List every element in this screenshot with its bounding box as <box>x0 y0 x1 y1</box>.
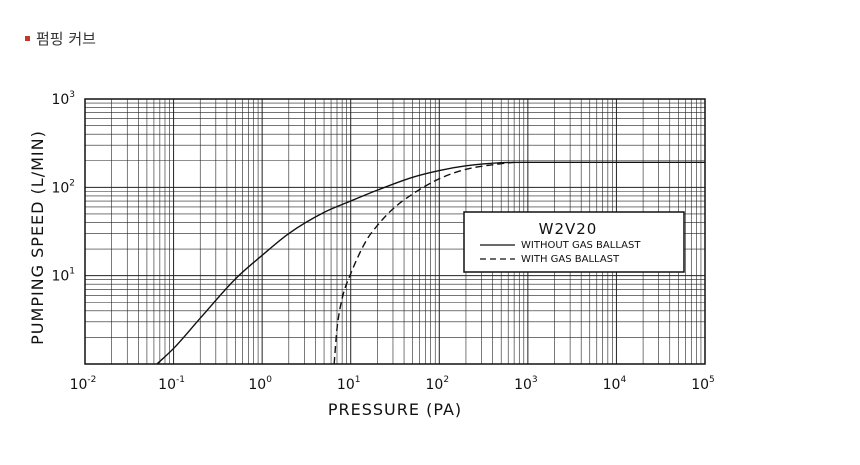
y-axis-title: PUMPING SPEED (L/MIN) <box>28 130 47 345</box>
section-heading: 펌핑 커브 <box>25 28 96 49</box>
heading-bullet <box>25 36 30 41</box>
x-tick-label: 101 <box>337 375 361 393</box>
legend-box <box>463 211 685 273</box>
x-tick-label: 104 <box>603 375 627 393</box>
x-tick-label: 102 <box>426 375 450 393</box>
heading-text: 펌핑 커브 <box>36 30 96 48</box>
series-line-with-gas-ballast <box>333 161 515 365</box>
x-tick-label: 100 <box>248 375 272 393</box>
x-tick-label: 105 <box>691 375 715 393</box>
legend-entry-with-ballast: WITH GAS BALLAST <box>521 254 620 265</box>
series-line-without-gas-ballast <box>156 161 705 365</box>
legend: W2V20 WITHOUT GAS BALLAST WITH GAS BALLA… <box>463 211 685 273</box>
x-tick-label: 103 <box>514 375 538 393</box>
y-tick-label: 101 <box>51 267 75 285</box>
legend-title: W2V20 <box>539 220 598 238</box>
y-tick-label: 102 <box>51 178 75 196</box>
x-tick-label: 10-2 <box>70 375 97 393</box>
x-axis-title: PRESSURE (PA) <box>328 400 462 419</box>
plot-frame <box>84 98 706 365</box>
grid <box>84 99 705 365</box>
y-tick-label: 103 <box>51 90 75 108</box>
series-layer <box>156 161 705 365</box>
legend-entry-without-ballast: WITHOUT GAS BALLAST <box>521 240 641 251</box>
tick-labels: 10-2 10-1 100 101 102 103 104 105 101 102 103 <box>51 90 714 393</box>
x-tick-label: 10-1 <box>158 375 185 393</box>
